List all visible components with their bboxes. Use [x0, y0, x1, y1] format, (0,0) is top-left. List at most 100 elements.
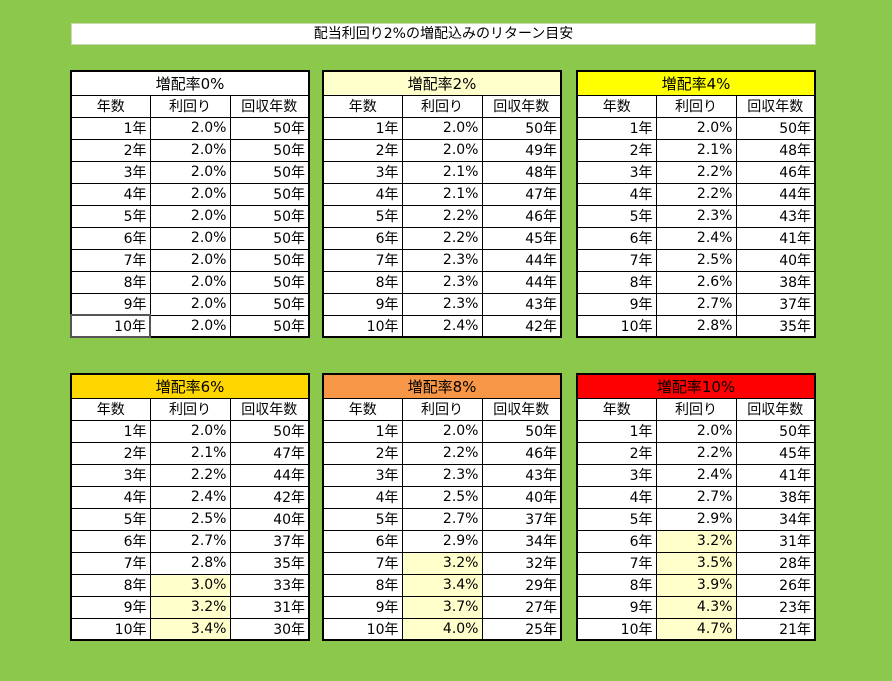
- cell-yield[interactable]: 2.0%: [401, 419, 483, 443]
- cell-yield[interactable]: 2.0%: [149, 182, 231, 206]
- cell-yield[interactable]: 2.0%: [401, 116, 483, 140]
- cell-year[interactable]: 8年: [322, 270, 403, 294]
- col-header-years[interactable]: 年数: [322, 397, 403, 421]
- cell-payback[interactable]: 23年: [735, 595, 816, 619]
- cell-year[interactable]: 7年: [70, 551, 151, 575]
- cell-yield[interactable]: 2.0%: [149, 160, 231, 184]
- cell-payback[interactable]: 31年: [229, 595, 310, 619]
- cell-yield[interactable]: 2.7%: [655, 485, 737, 509]
- cell-yield[interactable]: 2.0%: [401, 138, 483, 162]
- cell-yield[interactable]: 3.5%: [655, 551, 737, 575]
- cell-payback[interactable]: 50年: [735, 116, 816, 140]
- cell-year[interactable]: 6年: [70, 529, 151, 553]
- cell-yield[interactable]: 2.2%: [149, 463, 231, 487]
- cell-year[interactable]: 3年: [70, 160, 151, 184]
- cell-year[interactable]: 9年: [322, 292, 403, 316]
- cell-year[interactable]: 1年: [576, 116, 657, 140]
- cell-yield[interactable]: 2.7%: [401, 507, 483, 531]
- cell-payback[interactable]: 44年: [735, 182, 816, 206]
- col-header-yield[interactable]: 利回り: [401, 397, 483, 421]
- cell-yield[interactable]: 2.9%: [655, 507, 737, 531]
- cell-payback[interactable]: 50年: [229, 182, 310, 206]
- cell-payback[interactable]: 45年: [735, 441, 816, 465]
- cell-yield[interactable]: 2.0%: [149, 116, 231, 140]
- cell-payback[interactable]: 50年: [229, 419, 310, 443]
- col-header-years[interactable]: 年数: [576, 94, 657, 118]
- cell-year[interactable]: 10年: [70, 617, 151, 641]
- cell-payback[interactable]: 25年: [481, 617, 562, 641]
- cell-year[interactable]: 8年: [70, 270, 151, 294]
- col-header-yield[interactable]: 利回り: [401, 94, 483, 118]
- cell-year[interactable]: 2年: [70, 441, 151, 465]
- cell-yield[interactable]: 2.5%: [401, 485, 483, 509]
- cell-payback[interactable]: 50年: [735, 419, 816, 443]
- cell-payback[interactable]: 30年: [229, 617, 310, 641]
- cell-yield[interactable]: 2.0%: [149, 270, 231, 294]
- cell-year[interactable]: 1年: [576, 419, 657, 443]
- cell-payback[interactable]: 37年: [229, 529, 310, 553]
- cell-year[interactable]: 7年: [322, 551, 403, 575]
- cell-payback[interactable]: 47年: [229, 441, 310, 465]
- cell-payback[interactable]: 50年: [229, 226, 310, 250]
- cell-payback[interactable]: 50年: [229, 314, 310, 338]
- cell-year[interactable]: 2年: [576, 441, 657, 465]
- cell-payback[interactable]: 41年: [735, 226, 816, 250]
- cell-payback[interactable]: 32年: [481, 551, 562, 575]
- cell-year[interactable]: 9年: [70, 595, 151, 619]
- col-header-yield[interactable]: 利回り: [655, 94, 737, 118]
- cell-yield[interactable]: 2.3%: [401, 463, 483, 487]
- cell-year[interactable]: 8年: [576, 573, 657, 597]
- cell-yield[interactable]: 2.1%: [149, 441, 231, 465]
- cell-yield[interactable]: 2.0%: [149, 248, 231, 272]
- cell-payback[interactable]: 50年: [229, 248, 310, 272]
- cell-payback[interactable]: 33年: [229, 573, 310, 597]
- cell-yield[interactable]: 3.9%: [655, 573, 737, 597]
- cell-payback[interactable]: 27年: [481, 595, 562, 619]
- cell-yield[interactable]: 2.6%: [655, 270, 737, 294]
- cell-year[interactable]: 2年: [576, 138, 657, 162]
- cell-yield[interactable]: 2.3%: [401, 292, 483, 316]
- cell-yield[interactable]: 2.9%: [401, 529, 483, 553]
- cell-yield[interactable]: 2.1%: [655, 138, 737, 162]
- cell-year[interactable]: 8年: [576, 270, 657, 294]
- cell-year[interactable]: 6年: [576, 226, 657, 250]
- cell-payback[interactable]: 50年: [229, 160, 310, 184]
- col-header-yield[interactable]: 利回り: [655, 397, 737, 421]
- cell-yield[interactable]: 2.2%: [655, 160, 737, 184]
- cell-year[interactable]: 2年: [322, 441, 403, 465]
- table-heading[interactable]: 増配率8%: [322, 373, 562, 399]
- cell-year[interactable]: 10年: [322, 314, 403, 338]
- cell-yield[interactable]: 3.2%: [149, 595, 231, 619]
- col-header-payback[interactable]: 回収年数: [481, 94, 562, 118]
- cell-year[interactable]: 4年: [70, 485, 151, 509]
- col-header-years[interactable]: 年数: [322, 94, 403, 118]
- cell-payback[interactable]: 31年: [735, 529, 816, 553]
- cell-yield[interactable]: 4.0%: [401, 617, 483, 641]
- cell-year[interactable]: 6年: [70, 226, 151, 250]
- cell-payback[interactable]: 50年: [229, 204, 310, 228]
- cell-yield[interactable]: 2.8%: [655, 314, 737, 338]
- sheet-title[interactable]: 配当利回り2%の増配込みのリターン目安: [71, 23, 816, 45]
- cell-payback[interactable]: 35年: [735, 314, 816, 338]
- cell-yield[interactable]: 2.2%: [655, 441, 737, 465]
- cell-year[interactable]: 9年: [322, 595, 403, 619]
- cell-year[interactable]: 3年: [576, 160, 657, 184]
- cell-year[interactable]: 8年: [322, 573, 403, 597]
- cell-yield[interactable]: 3.2%: [401, 551, 483, 575]
- cell-yield[interactable]: 2.5%: [149, 507, 231, 531]
- cell-yield[interactable]: 2.4%: [149, 485, 231, 509]
- cell-year[interactable]: 1年: [70, 116, 151, 140]
- cell-payback[interactable]: 34年: [735, 507, 816, 531]
- cell-year[interactable]: 4年: [322, 485, 403, 509]
- cell-year[interactable]: 2年: [70, 138, 151, 162]
- cell-year[interactable]: 4年: [322, 182, 403, 206]
- cell-year[interactable]: 6年: [576, 529, 657, 553]
- col-header-payback[interactable]: 回収年数: [481, 397, 562, 421]
- cell-yield[interactable]: 3.0%: [149, 573, 231, 597]
- cell-year[interactable]: 9年: [576, 292, 657, 316]
- cell-payback[interactable]: 21年: [735, 617, 816, 641]
- cell-year[interactable]: 8年: [70, 573, 151, 597]
- col-header-payback[interactable]: 回収年数: [229, 397, 310, 421]
- cell-year[interactable]: 3年: [70, 463, 151, 487]
- col-header-yield[interactable]: 利回り: [149, 94, 231, 118]
